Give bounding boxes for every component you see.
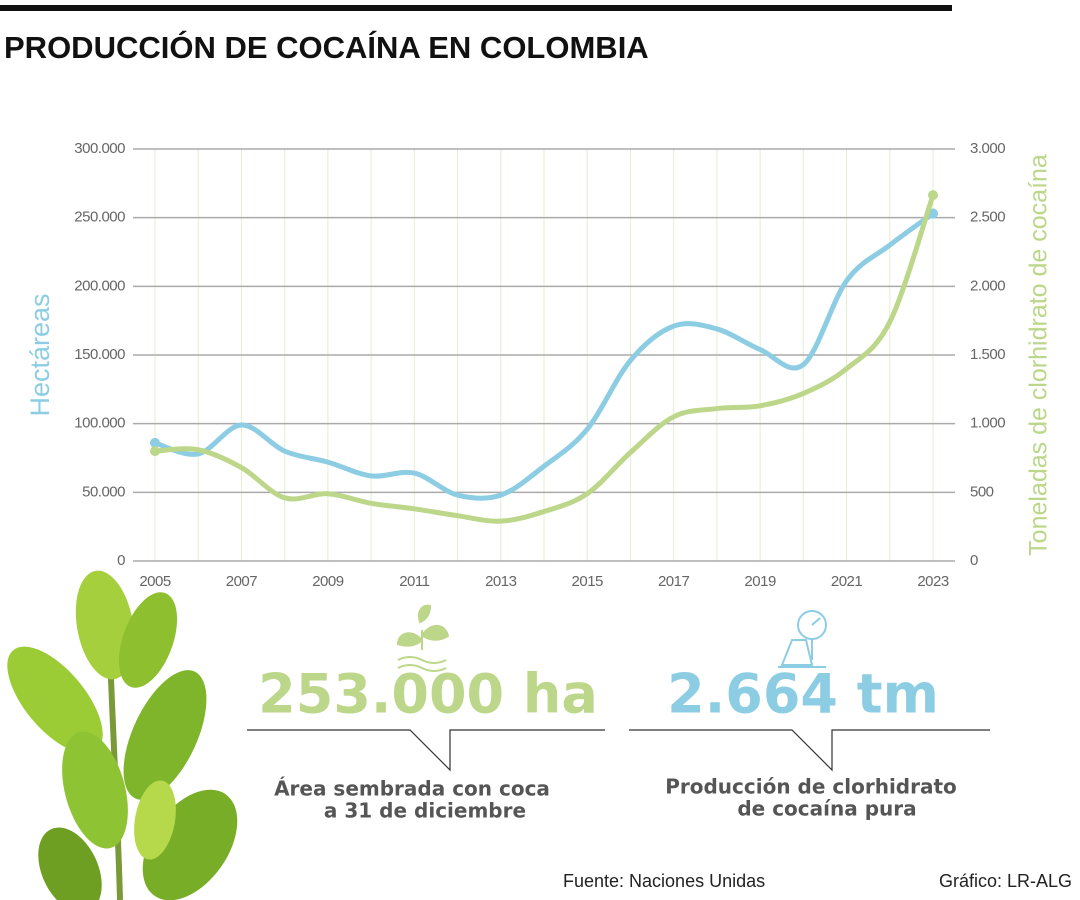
stat-caption: de cocaína pura <box>737 797 916 821</box>
y-tick-label: 0 <box>117 552 125 569</box>
stat-caption: Producción de clorhidrato <box>665 775 957 799</box>
y-tick-label: 250.000 <box>74 209 125 226</box>
y-tick-label: 200.000 <box>74 277 125 294</box>
y-tick-label: 150.000 <box>74 346 125 363</box>
grid <box>133 148 955 562</box>
y2-tick-label: 1.000 <box>970 415 1005 432</box>
y2-tick-label: 3.000 <box>970 140 1005 157</box>
y-axis-label: Hectáreas <box>25 293 55 416</box>
end-point <box>928 190 938 201</box>
top-bar <box>0 5 952 11</box>
y2-tick-label: 1.500 <box>970 346 1005 363</box>
series-line <box>152 192 936 524</box>
stat-value: 253.000 ha <box>258 663 598 726</box>
stat-caption: a 31 de diciembre <box>324 799 526 823</box>
y-tick-label: 50.000 <box>82 483 125 500</box>
series-line <box>152 211 936 501</box>
x-tick-label: 2023 <box>917 573 949 590</box>
y-tick-label: 100.000 <box>74 415 125 432</box>
x-tick-label: 2021 <box>831 573 863 590</box>
scale-icon <box>778 610 827 668</box>
x-tick-label: 2005 <box>139 573 171 590</box>
x-tick-label: 2017 <box>658 573 690 590</box>
callout-line <box>629 729 990 772</box>
y2-tick-label: 500 <box>970 483 994 500</box>
x-tick-label: 2009 <box>312 573 344 590</box>
y2-axis-label: Toneladas de clorhidrato de cocaína <box>1025 154 1053 556</box>
x-tick-label: 2019 <box>744 573 776 590</box>
x-tick-label: 2007 <box>226 573 258 590</box>
callout-line <box>247 729 605 772</box>
stat-value: 2.664 tm <box>667 663 939 726</box>
lines <box>150 190 938 524</box>
end-point <box>150 437 160 448</box>
credit: Gráfico: LR-ALG <box>939 871 1072 891</box>
plant-illustration <box>7 570 238 900</box>
y2-tick-label: 0 <box>970 552 978 569</box>
y2-tick-label: 2.000 <box>970 277 1005 294</box>
x-tick-label: 2011 <box>399 573 429 590</box>
source: Fuente: Naciones Unidas <box>563 871 765 891</box>
x-tick-label: 2015 <box>572 573 604 590</box>
plant-icon <box>396 604 450 672</box>
y2-tick-label: 2.500 <box>970 209 1005 226</box>
x-tick-label: 2013 <box>485 573 517 590</box>
end-point <box>150 446 160 457</box>
stat-caption: Área sembrada con coca <box>274 777 550 801</box>
chart-title: PRODUCCIÓN DE COCAÍNA EN COLOMBIA <box>4 29 649 65</box>
y-tick-label: 300.000 <box>74 140 125 157</box>
